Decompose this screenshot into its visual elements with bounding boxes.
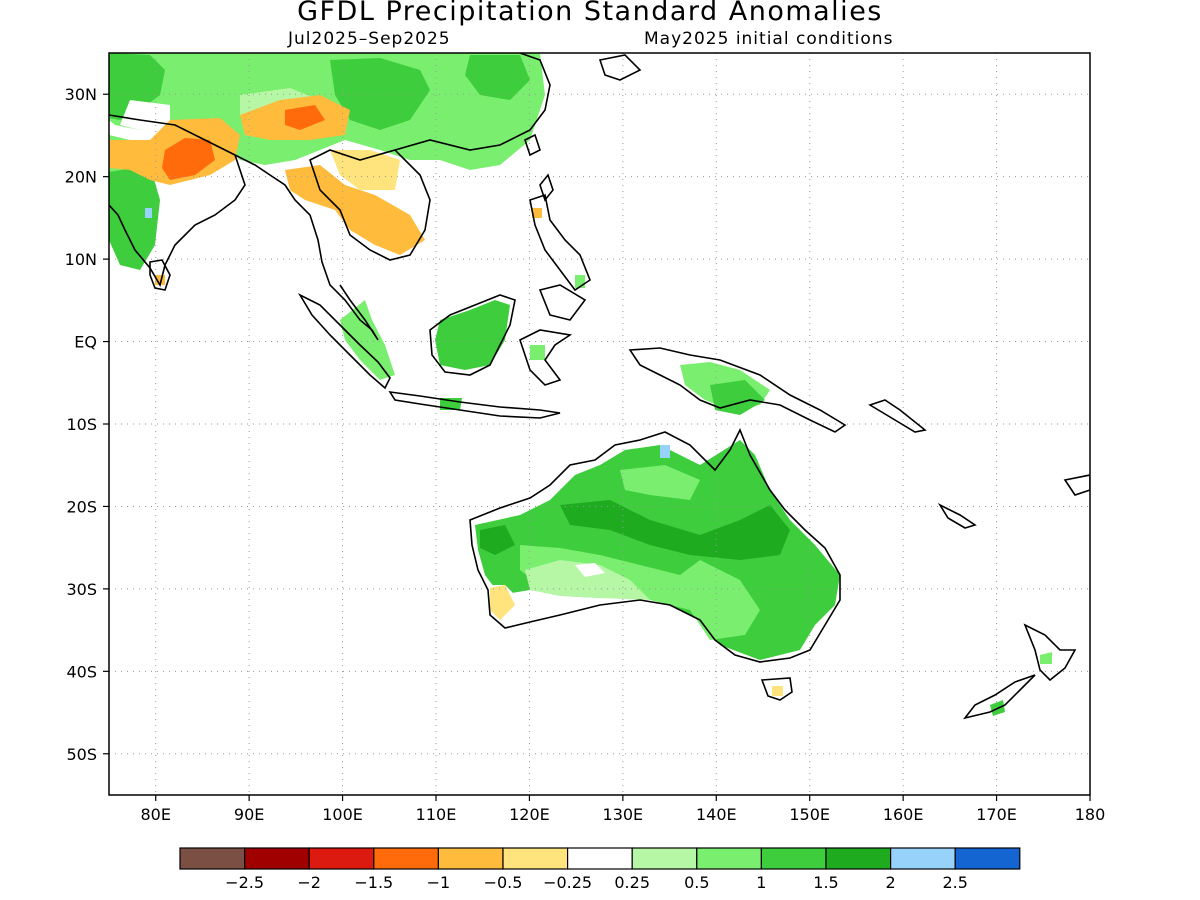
lon-tick-label: 140E: [696, 805, 737, 824]
anomaly-region: [532, 208, 542, 218]
lon-tick-label: 160E: [883, 805, 924, 824]
lon-tick-label: 100E: [322, 805, 363, 824]
longitude-axis: 80E 90E 100E 110E 120E 130E 140E 150E 160E 170E 18…: [140, 795, 1105, 824]
anomaly-region: [109, 165, 160, 270]
anomaly-region: [560, 500, 790, 560]
anomaly-region: [109, 53, 165, 120]
colorbar-swatch: [760, 847, 827, 870]
anomaly-region: [575, 563, 605, 577]
anomaly-region: [145, 208, 152, 218]
anomaly-region: [330, 58, 430, 130]
colorbar-swatch: [954, 847, 1021, 870]
colorbar-label: −0.5: [484, 873, 523, 892]
coastlines: [109, 53, 1090, 720]
anomaly-region: [520, 596, 720, 652]
lat-tick-label: 20S: [66, 497, 97, 516]
colorbar-swatch: [889, 847, 956, 870]
colorbar-label: −2: [297, 873, 321, 892]
colorbar-label: −1: [427, 873, 451, 892]
lon-tick-label: 90E: [234, 805, 264, 824]
lon-tick-label: 80E: [140, 805, 170, 824]
colorbar-label: 1: [756, 873, 766, 892]
colorbar-swatch: [502, 847, 569, 870]
anomaly-region: [162, 138, 215, 180]
lon-tick-label: 150E: [789, 805, 830, 824]
lat-tick-label: EQ: [74, 333, 97, 352]
anomaly-region: [620, 465, 700, 500]
anomaly-region: [285, 105, 325, 130]
chart-title: GFDL Precipitation Standard Anomalies: [297, 0, 883, 27]
map-frame: [108, 52, 1091, 796]
lon-tick-label: 170E: [976, 805, 1017, 824]
colorbar-label: 0.25: [614, 873, 650, 892]
lat-tick-label: 50S: [66, 745, 97, 764]
anomaly-region: [490, 585, 515, 620]
colorbar-label: −0.25: [543, 873, 592, 892]
colorbar-label: −2.5: [225, 873, 264, 892]
colorbar-swatch: [179, 847, 246, 870]
colorbar: −2.5 −2 −1.5 −1 −0.5 −0.25 0.25 0.5 1 1.5 2 2.5: [179, 847, 1021, 892]
colorbar-label: 0.5: [684, 873, 709, 892]
graticule: [109, 53, 1091, 795]
anomaly-shading: [109, 53, 1052, 716]
lon-tick-label: 110E: [416, 805, 457, 824]
anomaly-region: [772, 686, 783, 696]
lon-tick-label: 180: [1075, 805, 1106, 824]
colorbar-swatch: [825, 847, 892, 870]
anomaly-region: [465, 55, 530, 100]
colorbar-swatch: [631, 847, 698, 870]
colorbar-swatch: [437, 847, 504, 870]
anomaly-region: [480, 525, 515, 555]
colorbar-label: 1.5: [813, 873, 838, 892]
colorbar-label: 2: [886, 873, 896, 892]
latitude-axis: 30N 20N 10N EQ 10S 20S 30S 40S 50S: [65, 85, 109, 764]
initial-conditions: May2025 initial conditions: [644, 29, 894, 49]
lat-tick-label: 40S: [66, 662, 97, 681]
anomaly-region: [435, 300, 510, 370]
anomaly-region: [330, 150, 400, 190]
lon-tick-label: 130E: [603, 805, 644, 824]
anomaly-region: [530, 345, 545, 360]
lat-tick-label: 20N: [65, 168, 97, 187]
lon-tick-label: 120E: [509, 805, 550, 824]
lat-tick-label: 30N: [65, 85, 97, 104]
colorbar-label: −1.5: [354, 873, 393, 892]
anomaly-region: [340, 300, 395, 380]
colorbar-swatch: [696, 847, 762, 870]
colorbar-swatch: [244, 847, 310, 870]
anomaly-region: [1040, 652, 1052, 664]
lat-tick-label: 10N: [65, 250, 97, 269]
lat-tick-label: 10S: [66, 415, 97, 434]
colorbar-swatch: [308, 847, 375, 870]
anomaly-region: [525, 560, 650, 600]
colorbar-swatch: [566, 847, 633, 870]
colorbar-swatch: [373, 847, 439, 870]
colorbar-label: 2.5: [942, 873, 967, 892]
anomaly-region: [660, 445, 670, 458]
lat-tick-label: 30S: [66, 580, 97, 599]
forecast-period: Jul2025–Sep2025: [288, 29, 451, 49]
